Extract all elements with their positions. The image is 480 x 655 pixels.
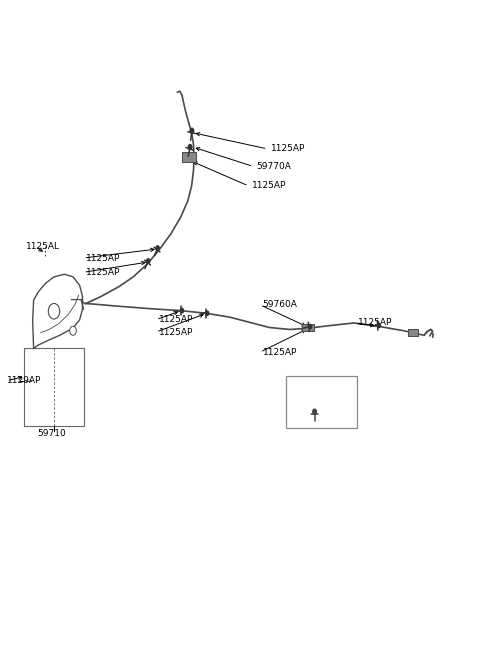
Text: 59760A: 59760A — [263, 300, 298, 309]
Text: 1125AP: 1125AP — [271, 144, 305, 153]
Circle shape — [313, 409, 316, 414]
Circle shape — [188, 145, 192, 149]
Text: 1125AL: 1125AL — [25, 242, 60, 251]
Bar — [301, 324, 313, 331]
Text: 59710: 59710 — [37, 429, 66, 438]
Text: 1123AN: 1123AN — [296, 392, 337, 403]
Text: 59770A: 59770A — [257, 162, 291, 171]
Circle shape — [70, 326, 76, 335]
Text: 1125AP: 1125AP — [86, 268, 120, 277]
Circle shape — [180, 309, 183, 313]
Circle shape — [205, 311, 209, 316]
Text: 1125AP: 1125AP — [159, 315, 194, 324]
Text: 1125AP: 1125AP — [263, 348, 297, 357]
Circle shape — [146, 259, 150, 263]
Text: 1125AP: 1125AP — [86, 253, 120, 263]
Text: 1129AP: 1129AP — [7, 376, 41, 385]
Circle shape — [377, 323, 381, 328]
Circle shape — [156, 246, 159, 250]
Text: 1125AP: 1125AP — [159, 328, 194, 337]
Circle shape — [309, 324, 312, 329]
Text: 1125AP: 1125AP — [358, 318, 392, 328]
Bar — [287, 376, 357, 428]
Text: 1125AP: 1125AP — [252, 181, 286, 191]
Bar — [408, 329, 418, 336]
Text: 1123AN: 1123AN — [301, 381, 342, 390]
Circle shape — [190, 128, 193, 133]
Bar — [181, 152, 196, 162]
